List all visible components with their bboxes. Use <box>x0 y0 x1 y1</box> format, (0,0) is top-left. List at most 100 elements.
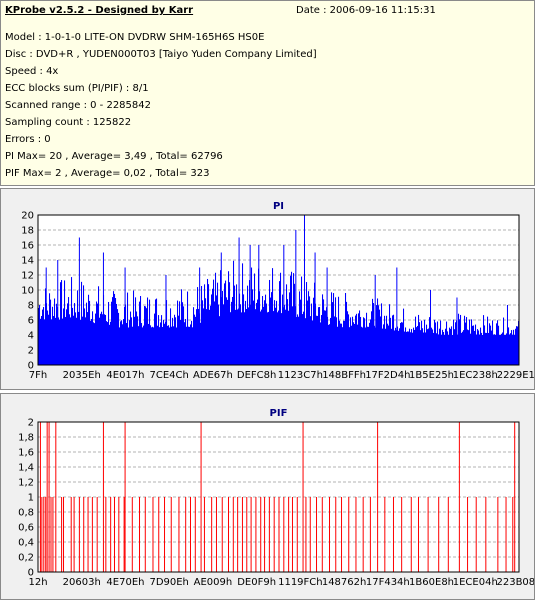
pi-bar <box>322 294 324 365</box>
pi-bar <box>172 317 174 365</box>
x-tick-label: 1ECE04h <box>453 577 498 588</box>
pi-bar <box>269 279 271 365</box>
pi-bar <box>80 319 82 365</box>
pi-bar <box>381 303 383 365</box>
pi-bar <box>208 284 210 365</box>
pi-bar <box>163 319 165 365</box>
pi-bar <box>109 324 111 365</box>
pi-bar <box>114 293 116 365</box>
pi-bar <box>231 301 233 365</box>
pi-bar <box>276 300 278 365</box>
pi-bar <box>474 330 476 365</box>
pif-bar <box>110 497 112 572</box>
pi-chart: PI 0 2 4 6 8 10 12 14 16 18 20 7Fh 2035Eh 4E017h 7CE4Ch… <box>21 201 534 381</box>
pi-bar <box>433 332 435 365</box>
pi-bar <box>50 299 52 365</box>
x-tick-label: 17F2D4h <box>365 370 410 381</box>
pi-bar <box>461 332 463 365</box>
pi-bar <box>405 327 407 365</box>
x-tick-label: 1EC238h <box>453 370 498 381</box>
pi-bar <box>390 317 392 365</box>
pif-bar <box>341 497 343 572</box>
pi-bar <box>453 319 455 365</box>
pi-bar <box>424 319 426 365</box>
pi-bar <box>176 327 178 365</box>
pi-bar <box>144 305 146 365</box>
pi-bar <box>508 327 510 365</box>
pif-bar <box>48 422 50 572</box>
pi-bar <box>81 281 83 365</box>
pif-bar <box>46 422 48 572</box>
plot-frame <box>37 214 520 366</box>
pi-bar <box>436 333 438 365</box>
pi-bar <box>409 328 411 365</box>
pi-bar <box>485 332 487 365</box>
pi-bar <box>120 321 122 365</box>
pi-bar <box>77 290 79 365</box>
pi-bar <box>223 304 225 365</box>
pi-bar <box>359 310 361 365</box>
pi-bar <box>259 291 261 365</box>
pi-spike <box>102 252 104 365</box>
pi-bar <box>159 327 161 365</box>
pif-bar <box>355 497 357 572</box>
pi-bar <box>134 316 136 365</box>
pi-bar <box>310 316 312 365</box>
pi-bar <box>197 287 199 365</box>
pif-bar <box>458 422 460 572</box>
pi-bar <box>393 314 395 365</box>
pif-bar <box>505 497 507 572</box>
pi-bar <box>440 320 442 365</box>
pi-bar <box>382 328 384 365</box>
pi-bar <box>383 324 385 365</box>
pi-bar <box>160 322 162 365</box>
pi-bar <box>78 311 80 365</box>
pi-bar <box>135 297 137 365</box>
x-tick-label: 148762h <box>322 577 367 588</box>
pi-bar <box>366 312 368 365</box>
pi-bar <box>286 284 288 365</box>
pi-bar <box>444 335 446 365</box>
pi-bar <box>410 332 412 365</box>
x-tick-label: 20603h <box>63 577 101 588</box>
pi-bar <box>171 326 173 365</box>
speed-line: Speed : 4x <box>5 66 59 77</box>
pi-bar <box>448 334 450 365</box>
pi-bar <box>188 326 190 365</box>
pi-bar <box>174 314 176 365</box>
pi-bar <box>333 293 335 365</box>
pif-bar <box>273 497 275 572</box>
pi-bar <box>455 322 457 365</box>
pi-bar <box>255 309 257 365</box>
pi-bar <box>185 319 187 365</box>
pi-bar <box>260 311 262 365</box>
pi-bar <box>319 306 321 365</box>
pi-bar <box>170 308 172 365</box>
pi-bar <box>364 318 366 365</box>
pi-bar <box>447 331 449 365</box>
y-tick-label: 1,2 <box>18 478 34 489</box>
pif-bar <box>102 422 104 572</box>
pif-bar <box>264 497 266 572</box>
pif-bar <box>514 422 516 572</box>
pif-stats-line: PIF Max= 2 , Average= 0,02 , Total= 323 <box>5 168 210 179</box>
pi-bar <box>196 309 198 365</box>
pi-bar <box>330 317 332 365</box>
pif-bar <box>246 497 248 572</box>
pi-bar <box>178 315 180 365</box>
pi-bar <box>76 317 78 365</box>
pif-bar <box>70 497 72 572</box>
pif-bar <box>410 497 412 572</box>
pi-bar <box>190 324 192 365</box>
pi-bar <box>54 298 56 365</box>
pi-bar <box>60 282 62 365</box>
pi-bar <box>273 311 275 365</box>
pi-bar <box>253 300 255 365</box>
pi-bar <box>502 332 504 365</box>
pi-bar <box>445 328 447 365</box>
pi-bar <box>201 286 203 365</box>
pif-bar <box>87 497 89 572</box>
pi-bar <box>264 300 266 365</box>
x-tick-label: 12h <box>28 577 47 588</box>
pi-bar <box>207 278 209 365</box>
